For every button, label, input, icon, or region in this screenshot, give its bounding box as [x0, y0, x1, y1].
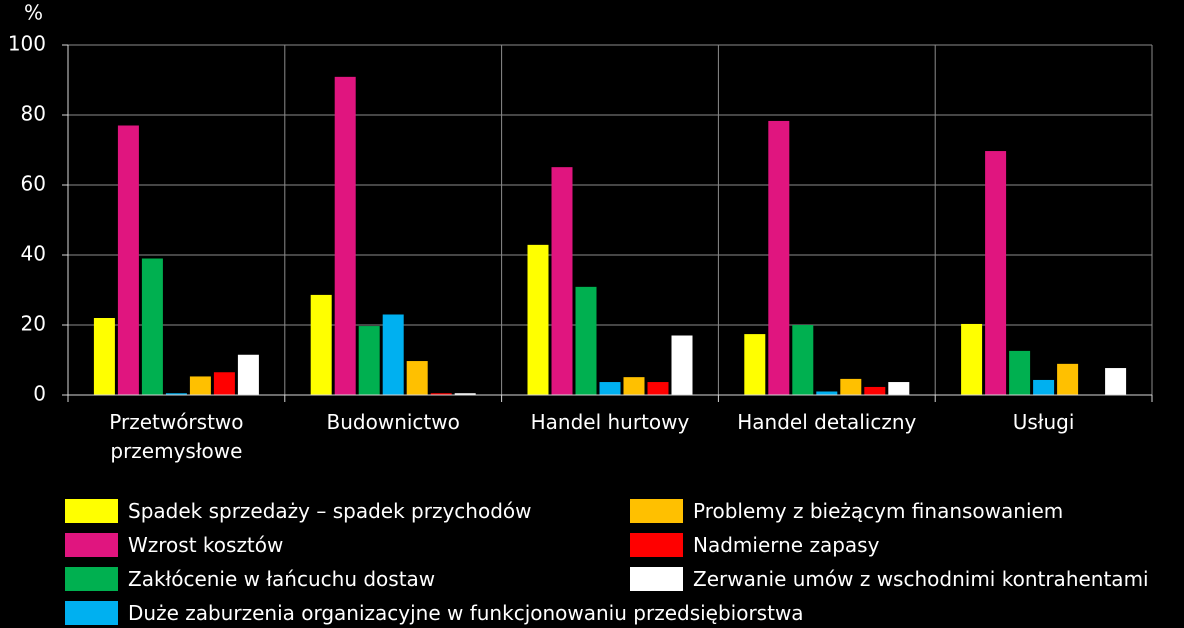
- bar: [1033, 379, 1055, 395]
- legend-label: Problemy z bieżącym finansowaniem: [693, 499, 1064, 523]
- bar: [647, 382, 669, 395]
- y-tick-label: 40: [21, 242, 46, 266]
- bar: [454, 393, 476, 395]
- legend-swatch: [630, 567, 683, 591]
- bar: [961, 323, 983, 395]
- bar: [382, 314, 404, 395]
- legend-swatch: [65, 499, 118, 523]
- y-tick-label: 60: [21, 172, 46, 196]
- bar: [430, 393, 452, 395]
- legend-swatch: [630, 533, 683, 557]
- legend-item: Spadek sprzedaży – spadek przychodów: [65, 498, 532, 524]
- legend-item: Zakłócenie w łańcuchu dostaw: [65, 566, 435, 592]
- legend-label: Zerwanie umów z wschodnimi kontrahentami: [693, 567, 1149, 591]
- bar: [744, 334, 766, 395]
- legend-swatch: [65, 601, 118, 625]
- bar: [165, 393, 187, 395]
- bar: [334, 76, 356, 395]
- bar: [310, 294, 332, 395]
- bar: [1009, 350, 1031, 395]
- bar: [358, 326, 380, 395]
- legend-label: Duże zaburzenia organizacyjne w funkcjon…: [128, 601, 804, 625]
- bar: [213, 372, 235, 395]
- bar: [141, 258, 163, 395]
- y-tick-label: 100: [8, 32, 46, 56]
- x-tick-label: Handel detaliczny: [737, 410, 917, 434]
- legend-item: Duże zaburzenia organizacyjne w funkcjon…: [65, 600, 804, 626]
- bar: [671, 335, 693, 395]
- legend-label: Wzrost kosztów: [128, 533, 284, 557]
- legend-swatch: [65, 567, 118, 591]
- legend-label: Spadek sprzedaży – spadek przychodów: [128, 499, 532, 523]
- legend-item: Zerwanie umów z wschodnimi kontrahentami: [630, 566, 1149, 592]
- y-tick-label: 0: [33, 382, 46, 406]
- bar: [1057, 363, 1079, 395]
- bar: [1105, 368, 1127, 395]
- bar: [792, 325, 814, 395]
- bar: [575, 286, 597, 395]
- legend-swatch: [65, 533, 118, 557]
- legend-label: Nadmierne zapasy: [693, 533, 880, 557]
- bar: [527, 244, 549, 395]
- bar: [406, 361, 428, 395]
- bar: [237, 354, 259, 395]
- bar: [551, 167, 573, 395]
- bar: [985, 151, 1007, 395]
- bar: [599, 382, 621, 395]
- x-tick-label: Usługi: [1012, 410, 1075, 434]
- bar: [623, 377, 645, 395]
- legend-item: Nadmierne zapasy: [630, 532, 879, 558]
- bar: [840, 378, 862, 395]
- bar: [93, 318, 115, 395]
- bar: [189, 376, 211, 395]
- legend-label: Zakłócenie w łańcuchu dostaw: [128, 567, 436, 591]
- y-tick-label: 80: [21, 102, 46, 126]
- x-tick-label: Handel hurtowy: [530, 410, 690, 434]
- legend-item: Wzrost kosztów: [65, 532, 283, 558]
- bar: [888, 382, 910, 395]
- y-tick-label: 20: [21, 312, 46, 336]
- bar: [864, 386, 886, 395]
- bar: [768, 120, 790, 395]
- bar: [816, 391, 838, 395]
- bar: [117, 125, 139, 395]
- legend-item: Problemy z bieżącym finansowaniem: [630, 498, 1063, 524]
- legend-swatch: [630, 499, 683, 523]
- y-axis-label: %: [24, 1, 43, 25]
- x-tick-label: Przetwórstwo przemysłowe: [109, 410, 244, 463]
- x-tick-label: Budownictwo: [326, 410, 460, 434]
